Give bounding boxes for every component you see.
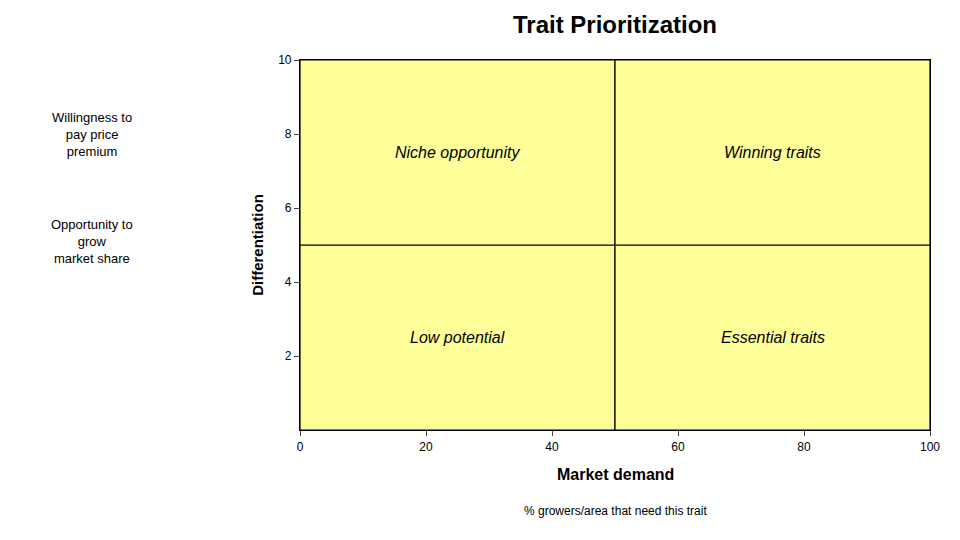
svg-text:Market demand: Market demand: [557, 466, 674, 483]
svg-text:Niche opportunity: Niche opportunity: [395, 144, 521, 161]
svg-text:Low potential: Low potential: [410, 329, 505, 346]
svg-text:Winning traits: Winning traits: [724, 144, 821, 161]
svg-text:% growers/area that need this: % growers/area that need this trait: [524, 504, 707, 518]
svg-text:100: 100: [920, 440, 940, 454]
svg-text:6: 6: [285, 201, 292, 215]
svg-text:60: 60: [671, 440, 685, 454]
svg-text:2: 2: [285, 349, 292, 363]
svg-text:10: 10: [278, 53, 292, 67]
svg-text:4: 4: [285, 275, 292, 289]
svg-text:0: 0: [297, 440, 304, 454]
svg-text:20: 20: [419, 440, 433, 454]
svg-text:Trait Prioritization: Trait Prioritization: [513, 11, 717, 38]
svg-text:Willingness topay pricepremium: Willingness topay pricepremium: [52, 110, 132, 159]
svg-text:Differentiation: Differentiation: [249, 194, 266, 296]
svg-text:80: 80: [797, 440, 811, 454]
svg-text:Essential traits: Essential traits: [721, 329, 825, 346]
svg-text:40: 40: [545, 440, 559, 454]
svg-text:8: 8: [285, 127, 292, 141]
svg-text:Opportunity togrowmarket share: Opportunity togrowmarket share: [51, 217, 133, 266]
